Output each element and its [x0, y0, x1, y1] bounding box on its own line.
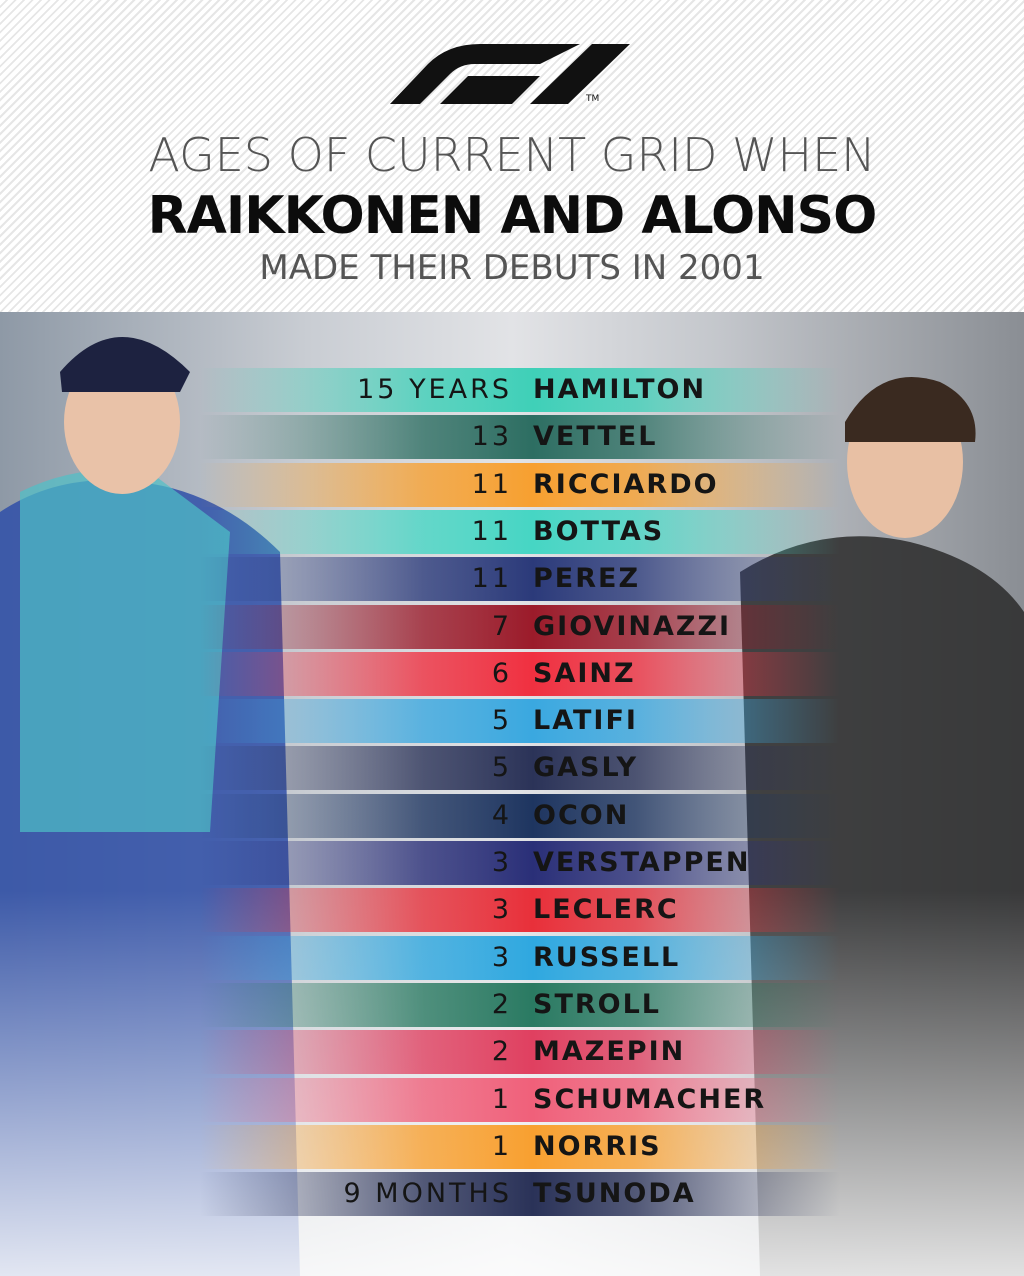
- row: 3 RUSSELL: [200, 935, 840, 980]
- age: 5: [491, 705, 512, 737]
- trademark: TM: [586, 94, 600, 104]
- row: 11 BOTTAS: [200, 509, 840, 554]
- age: 3: [491, 847, 512, 878]
- driver: RICCIARDO: [533, 468, 719, 500]
- f1-logo: [390, 44, 630, 104]
- row: 7 GIOVINAZZI: [200, 604, 840, 649]
- title-line: AGES OF CURRENT GRID WHEN: [148, 128, 876, 182]
- driver: RUSSELL: [533, 941, 681, 973]
- age: 7: [491, 610, 512, 642]
- title-line: RAIKKONEN AND ALONSO: [147, 186, 878, 246]
- driver: SAINZ: [533, 657, 636, 689]
- driver: TSUNODA: [533, 1178, 696, 1210]
- row: 5 GASLY: [200, 746, 840, 791]
- age: 13: [471, 421, 512, 453]
- driver: GASLY: [533, 752, 639, 784]
- age: 11: [471, 563, 512, 595]
- driver: VETTEL: [533, 421, 658, 453]
- row: 1 SCHUMACHER: [200, 1077, 840, 1122]
- age: 9 MONTHS: [343, 1178, 512, 1210]
- row: 6 SAINZ: [200, 651, 840, 696]
- row: 11 PEREZ: [200, 557, 840, 602]
- row: 5 LATIFI: [200, 699, 840, 744]
- row: 4 OCON: [200, 793, 840, 838]
- row: 2 STROLL: [200, 982, 840, 1027]
- driver: OCON: [533, 799, 630, 831]
- age: 3: [491, 894, 512, 926]
- driver: VERSTAPPEN: [533, 847, 751, 878]
- age: 5: [491, 752, 512, 784]
- row: 2 MAZEPIN: [200, 1030, 840, 1075]
- driver: SCHUMACHER: [533, 1083, 767, 1115]
- age: 11: [471, 468, 512, 500]
- age: 6: [491, 657, 512, 689]
- header: TM AGES OF CURRENT GRID WHEN RAIKKONEN A…: [0, 0, 1024, 312]
- row: 3 VERSTAPPEN: [200, 841, 840, 885]
- row: 9 MONTHS TSUNODA: [200, 1172, 840, 1217]
- title-line: MADE THEIR DEBUTS IN 2001: [259, 248, 765, 288]
- driver: HAMILTON: [533, 374, 707, 405]
- row: 11 RICCIARDO: [200, 462, 840, 507]
- row: 1 NORRIS: [200, 1124, 840, 1169]
- age: 3: [491, 941, 512, 973]
- age: 15 YEARS: [357, 374, 512, 405]
- driver: STROLL: [533, 988, 662, 1020]
- driver: MAZEPIN: [533, 1036, 686, 1068]
- row: 3 LECLERC: [200, 888, 840, 933]
- driver: NORRIS: [533, 1130, 662, 1162]
- age: 4: [491, 799, 512, 831]
- driver: LATIFI: [533, 705, 638, 737]
- driver: BOTTAS: [533, 515, 665, 547]
- driver: PEREZ: [533, 563, 641, 595]
- driver: GIOVINAZZI: [533, 610, 732, 642]
- row: 13 VETTEL: [200, 415, 840, 460]
- row: 15 YEARS HAMILTON: [200, 368, 840, 412]
- driver: LECLERC: [533, 894, 679, 926]
- age: 2: [491, 1036, 512, 1068]
- age: 2: [491, 988, 512, 1020]
- age: 11: [471, 515, 512, 547]
- age: 1: [491, 1130, 512, 1162]
- age: 1: [491, 1083, 512, 1115]
